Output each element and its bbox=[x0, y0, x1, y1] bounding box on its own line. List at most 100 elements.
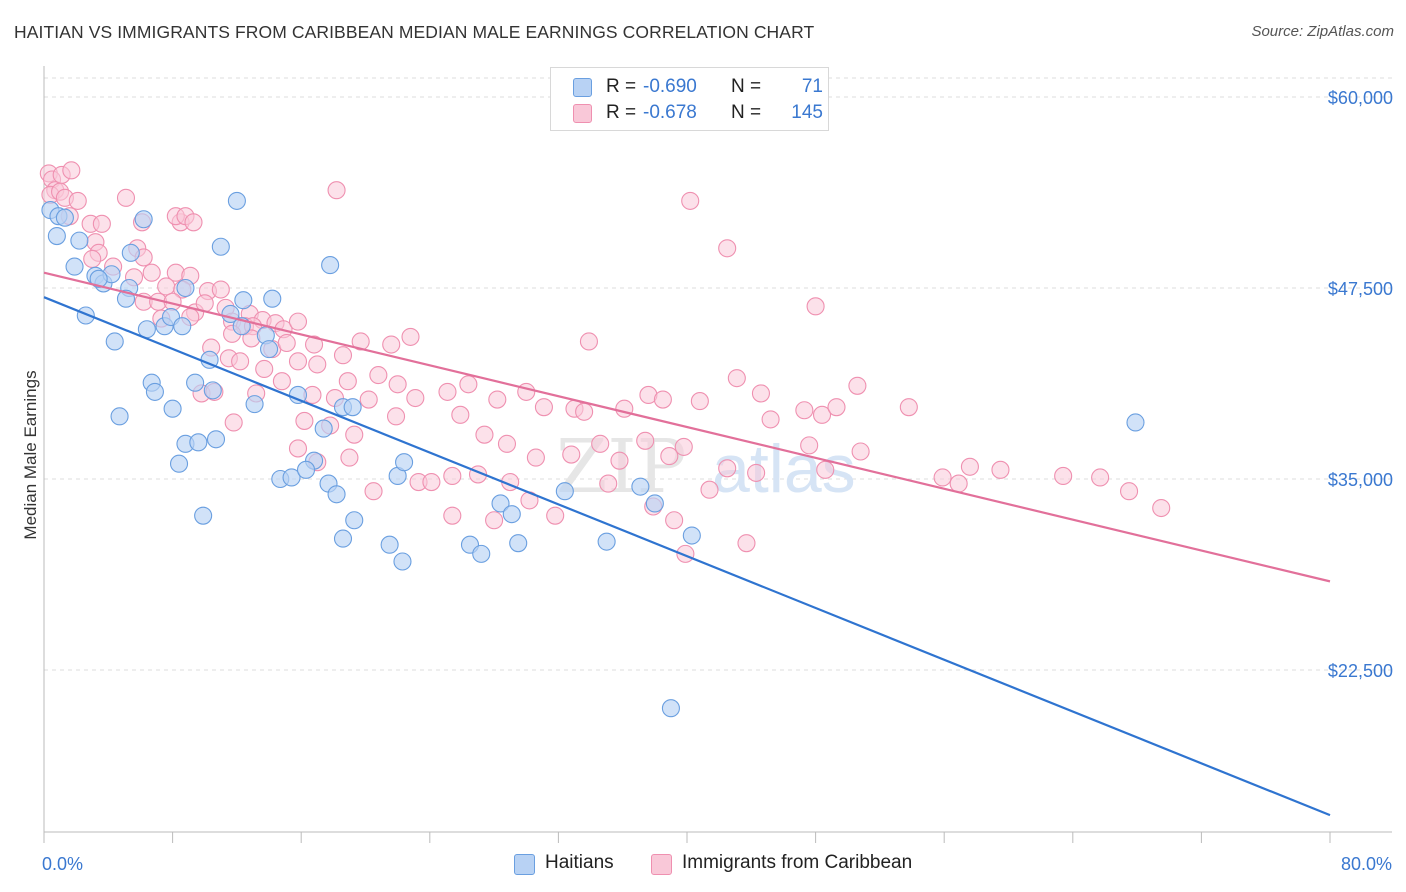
caribbean-point bbox=[184, 213, 203, 232]
haitians-point bbox=[631, 477, 650, 496]
caribbean-swatch bbox=[573, 104, 592, 123]
y-tick-label: $22,500 bbox=[1328, 661, 1393, 681]
haitians-point bbox=[189, 433, 208, 452]
caribbean-point bbox=[526, 448, 545, 467]
caribbean-point bbox=[690, 392, 709, 411]
haitians-point bbox=[321, 256, 340, 275]
caribbean-point bbox=[653, 390, 672, 409]
caribbean-point bbox=[534, 398, 553, 417]
caribbean-point bbox=[475, 425, 494, 444]
caribbean-point bbox=[422, 473, 441, 492]
caribbean-point bbox=[272, 372, 291, 391]
haitians-point bbox=[163, 399, 182, 418]
caribbean-point bbox=[327, 181, 346, 200]
caribbean-point bbox=[401, 327, 420, 346]
caribbean-point bbox=[308, 355, 327, 374]
legend-r-label: R = bbox=[606, 102, 637, 123]
bottom-legend-label: Haitians bbox=[545, 852, 614, 873]
haitians-point bbox=[186, 373, 205, 392]
caribbean-point bbox=[1091, 468, 1110, 487]
caribbean-point bbox=[211, 280, 230, 299]
caribbean-point bbox=[68, 191, 87, 210]
caribbean-point bbox=[579, 332, 598, 351]
caribbean-point bbox=[116, 188, 136, 207]
haitians-point bbox=[661, 699, 680, 718]
caribbean-point bbox=[761, 410, 780, 429]
caribbean-point bbox=[338, 372, 357, 391]
caribbean-point bbox=[827, 398, 846, 417]
haitians-point bbox=[194, 506, 213, 525]
y-tick-label: $35,000 bbox=[1328, 470, 1393, 490]
haitians-point bbox=[259, 340, 279, 359]
caribbean-point bbox=[636, 431, 655, 450]
caribbean-point bbox=[288, 312, 308, 331]
haitians-point bbox=[555, 482, 574, 501]
legend-r-label: R = bbox=[606, 76, 637, 97]
haitians-point bbox=[263, 289, 282, 308]
caribbean-point bbox=[305, 335, 324, 354]
haitians-point bbox=[211, 237, 230, 256]
haitians-point bbox=[502, 505, 521, 524]
haitians-point bbox=[121, 243, 140, 262]
caribbean-point bbox=[599, 474, 618, 493]
caribbean-point bbox=[333, 346, 353, 365]
haitians-point bbox=[173, 317, 192, 336]
legend-n-value: 71 bbox=[801, 76, 823, 97]
haitians-point bbox=[203, 381, 222, 400]
caribbean-point bbox=[488, 390, 507, 409]
haitians-point bbox=[645, 494, 664, 513]
caribbean-point bbox=[700, 480, 719, 499]
haitians-point bbox=[169, 454, 189, 473]
y-tick-labels: $22,500 $35,000 $47,500 $60,000 bbox=[1328, 88, 1393, 681]
haitians-point bbox=[145, 382, 164, 401]
haitians-swatch bbox=[514, 854, 535, 875]
haitians-point bbox=[296, 460, 316, 479]
caribbean-point bbox=[406, 388, 425, 408]
haitians-point bbox=[105, 332, 124, 351]
caribbean-point bbox=[92, 214, 111, 233]
caribbean-point bbox=[681, 191, 700, 210]
haitians-point bbox=[227, 191, 246, 210]
caribbean-point bbox=[255, 359, 274, 379]
caribbean-point bbox=[660, 447, 679, 466]
caribbean-point bbox=[718, 459, 737, 478]
caribbean-point bbox=[665, 511, 684, 530]
caribbean-point bbox=[546, 506, 565, 525]
caribbean-point bbox=[345, 425, 364, 444]
caribbean-point bbox=[231, 352, 250, 371]
haitians-point bbox=[206, 430, 226, 449]
haitians-point bbox=[1126, 413, 1145, 432]
caribbean-point bbox=[816, 460, 835, 479]
legend-r-value: -0.678 bbox=[643, 102, 697, 123]
caribbean-point bbox=[812, 405, 832, 424]
haitians-point bbox=[509, 534, 528, 553]
x-tick-label-right: 80.0% bbox=[1341, 854, 1392, 874]
caribbean-point bbox=[364, 482, 383, 501]
haitians-point bbox=[380, 535, 399, 554]
caribbean-point bbox=[83, 249, 102, 269]
caribbean-point bbox=[727, 369, 746, 388]
haitians-point bbox=[393, 552, 412, 571]
caribbean-point bbox=[451, 405, 470, 424]
caribbean-point bbox=[674, 437, 693, 456]
source-note: Source: ZipAtlas.com bbox=[1251, 23, 1394, 40]
legend-r-value: -0.690 bbox=[643, 76, 697, 97]
caribbean-point bbox=[1120, 482, 1139, 501]
caribbean-point bbox=[933, 468, 952, 487]
caribbean-point bbox=[340, 448, 359, 467]
caribbean-point bbox=[388, 375, 407, 394]
caribbean-point bbox=[991, 460, 1010, 479]
caribbean-point bbox=[751, 384, 770, 403]
caribbean-point bbox=[806, 297, 825, 316]
haitians-point bbox=[491, 494, 510, 513]
y-axis-label: Median Male Earnings bbox=[21, 370, 40, 539]
grid-lines bbox=[44, 77, 1392, 671]
caribbean-point bbox=[851, 442, 870, 461]
caribbean-point bbox=[62, 161, 81, 180]
caribbean-point bbox=[747, 463, 766, 482]
haitians-point bbox=[282, 468, 301, 487]
legend-n-label: N = bbox=[731, 102, 762, 123]
haitians-point bbox=[345, 511, 364, 530]
haitians-point bbox=[327, 485, 346, 504]
